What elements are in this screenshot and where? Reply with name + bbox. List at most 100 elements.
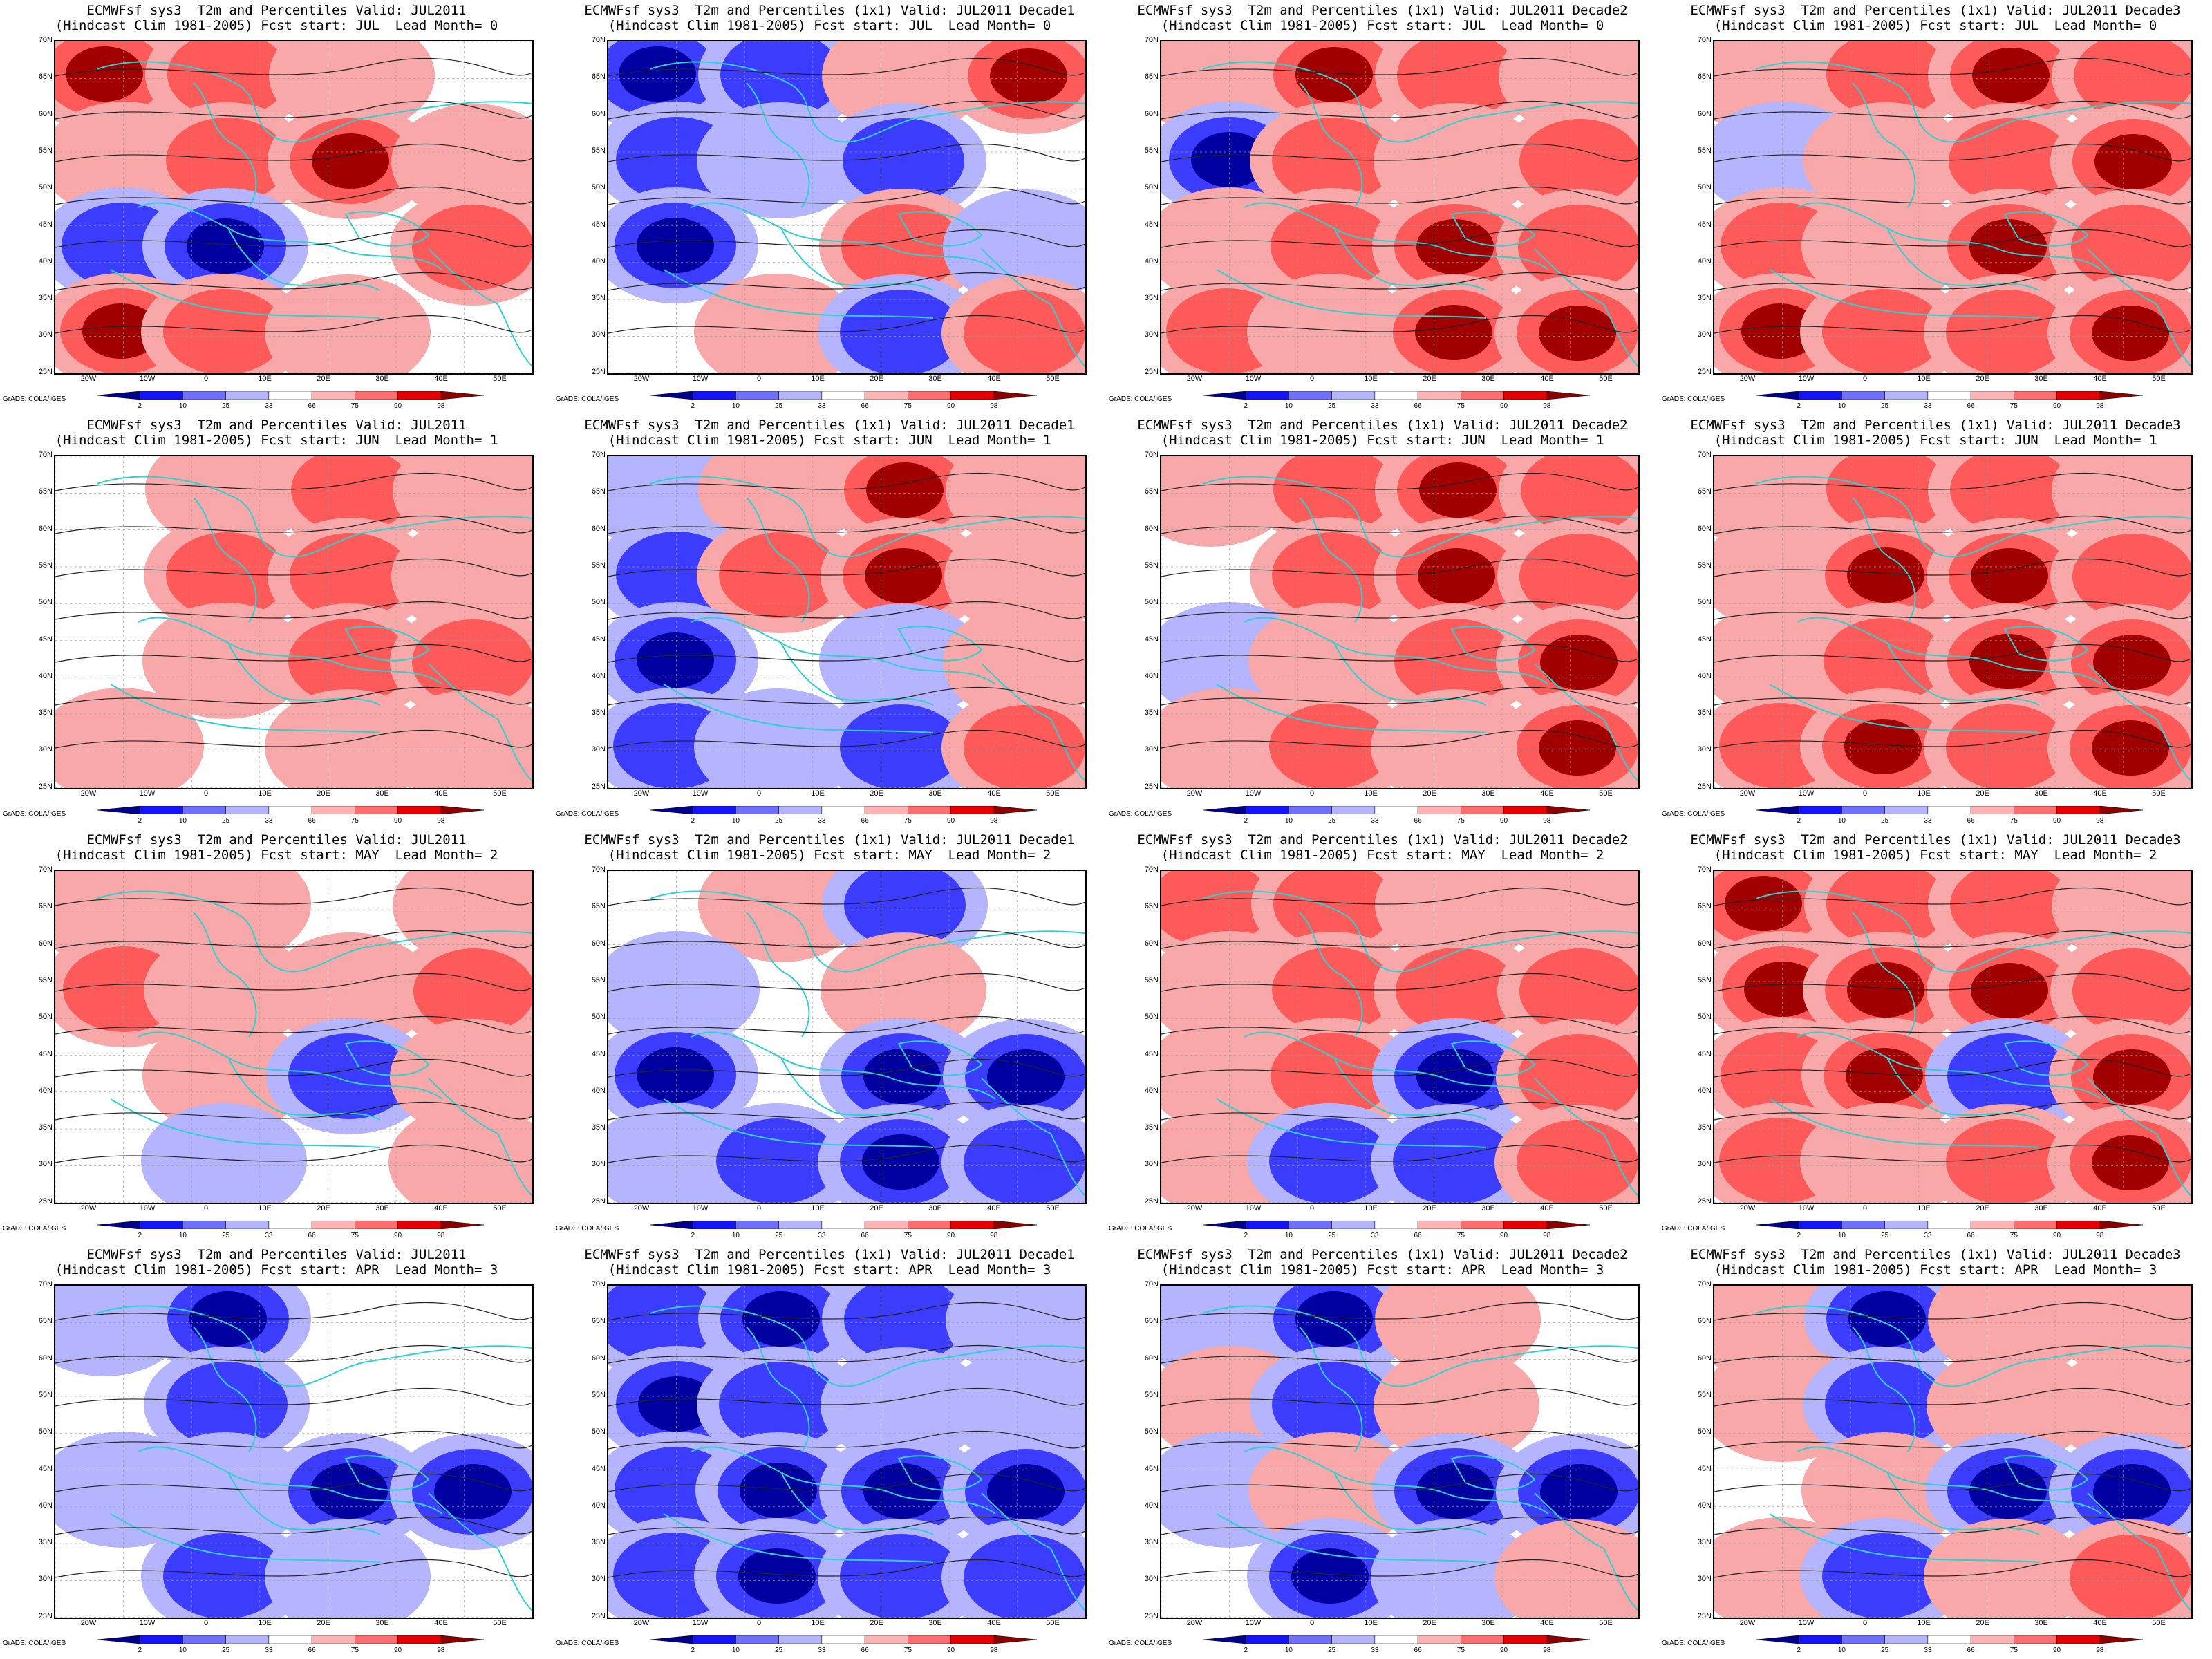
lat-label: 25N (38, 367, 53, 376)
colorbar-swatch (1970, 1221, 2014, 1229)
coastline (1534, 248, 1638, 367)
anomaly-region (740, 1463, 817, 1518)
isotherm (608, 57, 1085, 77)
colorbar-swatch (1417, 1635, 1461, 1644)
colorbar-label: 75 (350, 1232, 359, 1239)
isotherm (608, 887, 1085, 906)
lat-label: 30N (38, 1160, 53, 1169)
lon-label: 0 (756, 1204, 762, 1212)
isotherm (1714, 1015, 2191, 1035)
colorbar-label: 66 (1967, 1647, 1975, 1654)
isotherm (55, 729, 532, 749)
lat-label: 55N (591, 146, 606, 155)
lon-label: 20W (1186, 1204, 1203, 1212)
isotherm (55, 1058, 532, 1078)
coastline (649, 890, 1085, 973)
lat-label: 50N (38, 183, 53, 192)
lon-label: 40E (987, 1619, 1001, 1627)
lon-label: 20E (317, 375, 330, 383)
isotherm (1714, 1058, 2191, 1078)
colorbar-label: 75 (2009, 402, 2018, 410)
lat-label: 70N (1697, 451, 1712, 459)
lon-label: 30E (1481, 789, 1495, 798)
anomaly-region (2074, 41, 2191, 119)
credit-label: GrADS: COLA/IGES (1109, 1640, 1172, 1647)
colorbar-swatch (1884, 391, 1929, 400)
lon-label: 50E (493, 1204, 507, 1212)
colorbar-label: 66 (308, 817, 316, 825)
anomaly-region (608, 1286, 718, 1361)
coastline (1534, 1078, 1638, 1197)
colorbar-swatch (139, 806, 183, 814)
isotherm (1161, 887, 1638, 906)
anomaly-region (863, 1049, 941, 1104)
colorbar-swatch (1970, 806, 2014, 814)
anomaly-region (1947, 1033, 2069, 1119)
credit-label: GrADS: COLA/IGES (1662, 810, 1725, 818)
lon-label: 40E (1540, 375, 1554, 383)
isotherm (1161, 601, 1638, 620)
colorbar-swatch (2056, 1221, 2101, 1229)
anomaly-region (1271, 1033, 1392, 1118)
colorbar-label: 25 (222, 817, 230, 825)
colorbar-label: 2 (1244, 402, 1248, 410)
isotherm (608, 472, 1085, 491)
lat-label: 50N (591, 183, 606, 192)
coastline (110, 1098, 381, 1148)
lon-label: 0 (1309, 789, 1315, 798)
anomaly-region (434, 1464, 512, 1519)
colorbar-label: 98 (990, 402, 998, 410)
lat-label: 45N (1697, 220, 1712, 229)
colorbar-label: 25 (1881, 817, 1889, 825)
lat-label: 55N (1697, 975, 1712, 984)
colorbar-label: 33 (1924, 1232, 1932, 1239)
lon-label: 20E (1976, 789, 1989, 798)
colorbar-swatch (735, 1635, 779, 1644)
colorbar-label: 98 (1543, 402, 1551, 410)
isotherm (1161, 1473, 1638, 1492)
lat-label: 65N (591, 1317, 606, 1326)
lat-label: 25N (1144, 1197, 1159, 1206)
anomaly-region (66, 46, 143, 102)
anomaly-region (1394, 619, 1516, 704)
panel-subtitle: (Hindcast Clim 1981-2005) Fcst start: JU… (1161, 433, 1604, 448)
colorbar-label: 10 (178, 1647, 187, 1654)
anomaly-region (1272, 532, 1394, 618)
colorbar-swatch (735, 1221, 779, 1229)
coastline (428, 663, 532, 782)
coastline (227, 642, 381, 706)
colorbar-swatch (692, 1635, 736, 1644)
anomaly-region (1291, 1548, 1369, 1604)
colorbar-label: 66 (1414, 1232, 1422, 1239)
lat-label: 25N (591, 782, 606, 791)
panel-subtitle: (Hindcast Clim 1981-2005) Fcst start: MA… (1714, 847, 2157, 863)
colorbar-label: 25 (1881, 1647, 1889, 1654)
colorbar-swatch (1203, 1635, 1246, 1644)
lat-label: 55N (591, 561, 606, 570)
colorbar-label: 98 (990, 1647, 998, 1654)
colorbar-label: 2 (1244, 1232, 1248, 1239)
colorbar-label: 75 (903, 1647, 912, 1654)
colorbar-swatch (1288, 1635, 1332, 1644)
colorbar-label: 98 (2096, 817, 2104, 825)
anomaly-region (1271, 203, 1392, 289)
coastline (344, 211, 430, 247)
anomaly-region (1744, 962, 1821, 1017)
anomaly-region (1519, 119, 1638, 205)
lat-label: 25N (591, 1197, 606, 1206)
isotherm (55, 887, 532, 906)
anomaly-region (738, 1548, 816, 1604)
lon-label: 10W (1798, 1204, 1815, 1212)
anomaly-region (2072, 534, 2191, 619)
anomaly-region (865, 548, 942, 603)
colorbar-label: 90 (393, 1647, 402, 1654)
isotherm (1161, 1101, 1638, 1121)
colorbar-swatch (1245, 806, 1289, 814)
lat-label: 50N (38, 1013, 53, 1022)
lat-label: 55N (591, 975, 606, 984)
anomaly-region (163, 289, 285, 373)
colorbar-label: 25 (1328, 817, 1336, 825)
anomaly-region (1924, 1519, 2090, 1618)
lat-label: 45N (38, 220, 53, 229)
coastline (1797, 202, 2102, 270)
